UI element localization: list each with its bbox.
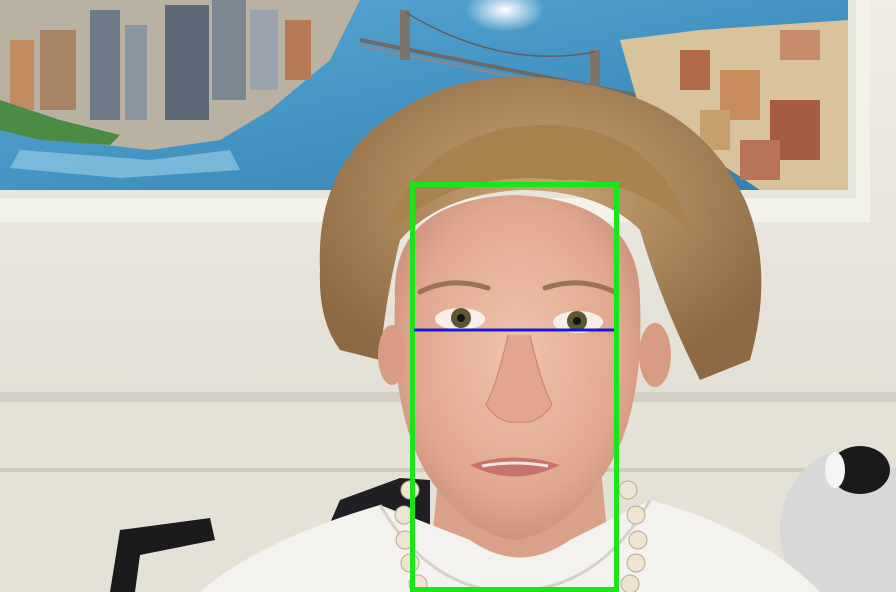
left-ear <box>378 325 406 385</box>
face-bounding-box <box>410 182 619 592</box>
nose <box>485 334 553 423</box>
left-eye <box>435 308 485 330</box>
plush-toy <box>780 446 896 592</box>
poster-glare <box>465 0 545 32</box>
poster-city-left <box>0 0 360 178</box>
hair-bangs <box>380 124 690 235</box>
shirt <box>200 500 820 592</box>
left-eyebrow <box>417 280 491 295</box>
right-ear <box>639 323 671 387</box>
poster-city-right <box>620 20 848 190</box>
hair <box>319 76 762 381</box>
mouth <box>470 457 560 477</box>
right-eye <box>553 311 603 333</box>
right-eyebrow <box>542 280 618 295</box>
